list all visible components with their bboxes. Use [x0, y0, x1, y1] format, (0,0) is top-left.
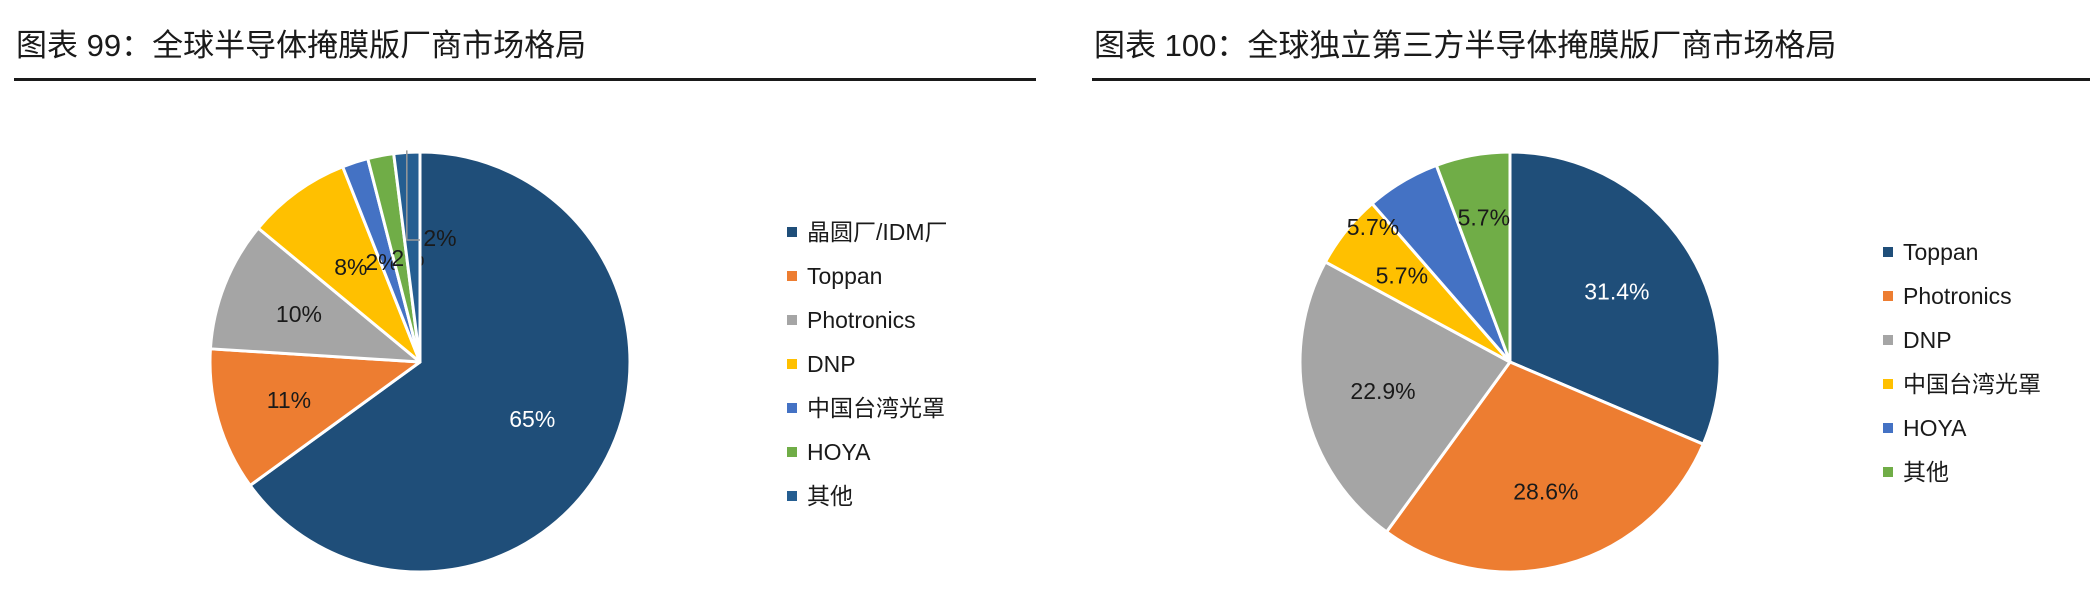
slice-data-label: 5.7% [1347, 214, 1399, 240]
legend-item: HOYA [787, 430, 948, 474]
legend-item: Toppan [787, 254, 948, 298]
title-underline [14, 78, 1036, 81]
legend-item: Toppan [1883, 230, 2041, 274]
pie-slice [1434, 150, 1512, 364]
legend-item: 其他 [787, 474, 948, 518]
slice-data-label: 65% [509, 406, 555, 432]
legend-item: 其他 [1883, 450, 2041, 494]
slice-data-label: 2% [423, 225, 456, 251]
legend-item: DNP [787, 342, 948, 386]
legend-swatch [1883, 334, 1893, 345]
title-underline [1092, 78, 2090, 81]
legend-swatch [1883, 466, 1893, 477]
legend-item: 中国台湾光罩 [1883, 362, 2041, 406]
legend-label: 中国台湾光罩 [1903, 371, 2041, 397]
pie-chart: 31.4% 28.6% 22.9% 5.7% 5.7% 5.7% [1298, 150, 1722, 574]
slice-data-label: 22.9% [1350, 378, 1415, 404]
chart-title: 图表 99：全球半导体掩膜版厂商市场格局 [16, 28, 587, 63]
pie-slice [256, 165, 422, 364]
pie-slice [1385, 360, 1705, 574]
legend-label: DNP [807, 351, 856, 377]
legend-swatch [787, 446, 797, 457]
legend-item: DNP [1883, 318, 2041, 362]
chart-panel-99: 图表 99：全球半导体掩膜版厂商市场格局 65%11%10%8%2%2%2% 晶… [14, 28, 1036, 574]
legend-item: 中国台湾光罩 [787, 386, 948, 430]
legend-item: Photronics [1883, 274, 2041, 318]
legend-item: HOYA [1883, 406, 2041, 450]
legend-item: Photronics [787, 298, 948, 342]
legend-label: Toppan [807, 263, 883, 289]
slice-data-label: 28.6% [1513, 479, 1578, 505]
slice-data-label: 10% [276, 301, 322, 327]
legend-label: 晶圆厂/IDM厂 [807, 219, 948, 245]
legend-label: 其他 [1903, 459, 1949, 485]
legend-label: HOYA [807, 439, 871, 465]
legend-swatch [1883, 422, 1893, 433]
pie-slice [1298, 260, 1512, 534]
slice-data-label: 5.7% [1376, 262, 1428, 288]
legend-label: Photronics [1903, 283, 2012, 309]
legend-swatch [1883, 246, 1893, 257]
legend-label: 其他 [807, 483, 853, 509]
legend-swatch [1883, 378, 1893, 389]
legend-swatch [787, 270, 797, 281]
legend-swatch [787, 490, 797, 501]
slice-data-label: 5.7% [1458, 204, 1510, 230]
legend-label: DNP [1903, 327, 1952, 353]
legend-swatch [787, 358, 797, 369]
pie-slice [208, 347, 422, 487]
legend-label: Toppan [1903, 239, 1979, 265]
pie-slice [1508, 150, 1722, 446]
legend-swatch [787, 226, 797, 237]
leader-line [406, 150, 420, 241]
pie-slice [248, 150, 632, 574]
chart-legend: Toppan Photronics DNP 中国台湾光罩 HOYA 其他 [1883, 230, 2041, 494]
slice-data-label: 8% [334, 254, 367, 280]
chart-legend: 晶圆厂/IDM厂 Toppan Photronics DNP 中国台湾光罩 HOYA 其他 [787, 210, 948, 518]
chart-panel-100: 图表 100：全球独立第三方半导体掩膜版厂商市场格局 31.4% 28.6% 22.… [1090, 0, 2090, 598]
legend-swatch [1883, 290, 1893, 301]
legend-item: 晶圆厂/IDM厂 [787, 210, 948, 254]
legend-label: HOYA [1903, 415, 1967, 441]
legend-label: 中国台湾光罩 [807, 395, 945, 421]
chart-title: 图表 100：全球独立第三方半导体掩膜版厂商市场格局 [1094, 28, 1837, 63]
legend-label: Photronics [807, 307, 916, 333]
legend-swatch [787, 314, 797, 325]
slice-data-label: 11% [267, 387, 311, 413]
pie-chart: 65%11%10%8%2%2%2% [208, 150, 632, 574]
legend-swatch [787, 402, 797, 413]
slice-data-label: 31.4% [1584, 278, 1649, 304]
pie-slice [208, 226, 422, 364]
